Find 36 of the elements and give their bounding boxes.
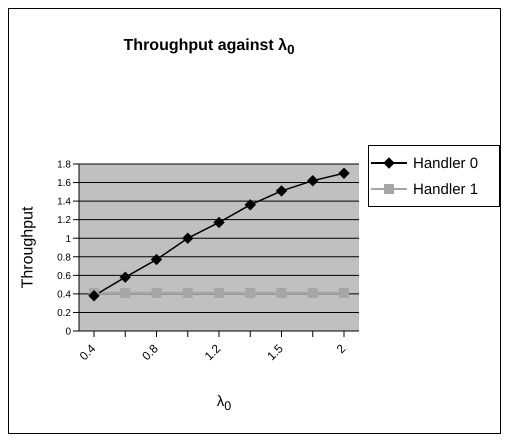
point	[214, 288, 224, 298]
y-tick-label: 1.2	[57, 215, 72, 226]
x-tick-label: 2	[334, 341, 349, 356]
point	[120, 288, 130, 298]
point	[152, 288, 162, 298]
y-tick-label: 0.8	[57, 252, 72, 264]
point	[339, 288, 349, 298]
y-tick-label: 1.4	[57, 196, 72, 208]
x-axis-title: λ$_{0}$	[216, 393, 232, 413]
y-tick-label: 0	[65, 326, 72, 338]
point	[88, 290, 100, 302]
point	[214, 216, 224, 228]
y-tick-label: 0.4	[57, 289, 72, 300]
point	[245, 288, 256, 298]
point	[182, 232, 194, 244]
legend-label: Handler 0	[413, 154, 478, 172]
point	[276, 185, 287, 196]
legend-label: Handler 1	[413, 180, 478, 198]
point	[120, 272, 131, 283]
x-tick-label: 1.2	[202, 341, 224, 364]
point	[308, 288, 318, 298]
y-tick-label: 1.8	[57, 160, 72, 171]
x-tick-label: 1.5	[264, 341, 286, 364]
y-tick-label: 1	[65, 234, 72, 245]
y-axis-title: Throughput	[20, 206, 37, 288]
y-tick-label: 0.6	[57, 270, 72, 282]
y-tick-label: 0.2	[57, 308, 72, 319]
point	[151, 254, 162, 266]
point	[276, 288, 286, 298]
point	[244, 199, 256, 210]
point	[182, 288, 193, 298]
point	[307, 175, 318, 186]
y-tick-label: 1.6	[57, 178, 72, 190]
x-tick-label: 0.8	[139, 341, 162, 364]
point	[338, 168, 350, 179]
chart-title: Throughput against λ$_{0}$	[122, 37, 296, 58]
